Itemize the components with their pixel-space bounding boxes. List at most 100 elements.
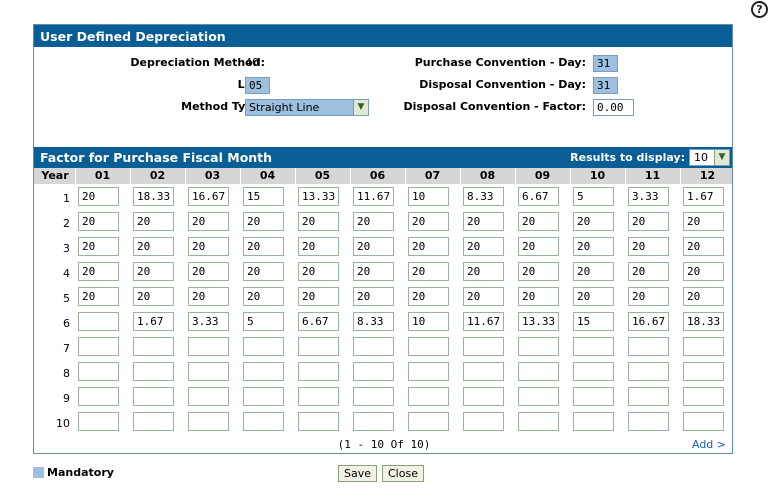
- factor-input[interactable]: 20: [188, 262, 229, 281]
- factor-input[interactable]: [133, 337, 174, 356]
- factor-input[interactable]: [573, 412, 614, 431]
- factor-input[interactable]: [518, 337, 559, 356]
- factor-input[interactable]: 6.67: [298, 312, 339, 331]
- factor-input[interactable]: 20: [463, 212, 504, 231]
- factor-input[interactable]: 6.67: [518, 187, 559, 206]
- results-select[interactable]: 10 ▼: [689, 149, 730, 166]
- factor-input[interactable]: [408, 362, 449, 381]
- factor-input[interactable]: 8.33: [463, 187, 504, 206]
- factor-input[interactable]: 20: [188, 212, 229, 231]
- factor-input[interactable]: 20: [573, 237, 614, 256]
- factor-input[interactable]: [133, 387, 174, 406]
- factor-input[interactable]: 20: [243, 262, 284, 281]
- factor-input[interactable]: [353, 362, 394, 381]
- factor-input[interactable]: [78, 362, 119, 381]
- factor-input[interactable]: [408, 337, 449, 356]
- factor-input[interactable]: 20: [518, 212, 559, 231]
- factor-input[interactable]: 13.33: [518, 312, 559, 331]
- factor-input[interactable]: 1.67: [133, 312, 174, 331]
- disposal-convention-day-input[interactable]: 31: [593, 77, 618, 94]
- factor-input[interactable]: [683, 362, 724, 381]
- factor-input[interactable]: 16.67: [188, 187, 229, 206]
- factor-input[interactable]: [628, 387, 669, 406]
- factor-input[interactable]: 18.33: [683, 312, 724, 331]
- add-link[interactable]: Add >: [691, 438, 726, 451]
- factor-input[interactable]: [133, 412, 174, 431]
- factor-input[interactable]: 20: [353, 237, 394, 256]
- factor-input[interactable]: 20: [133, 262, 174, 281]
- factor-input[interactable]: 16.67: [628, 312, 669, 331]
- factor-input[interactable]: 20: [463, 287, 504, 306]
- disposal-convention-factor-input[interactable]: 0.00: [593, 99, 634, 116]
- factor-input[interactable]: [78, 412, 119, 431]
- factor-input[interactable]: [188, 387, 229, 406]
- factor-input[interactable]: 20: [243, 287, 284, 306]
- factor-input[interactable]: [188, 412, 229, 431]
- factor-input[interactable]: 20: [683, 262, 724, 281]
- factor-input[interactable]: [188, 337, 229, 356]
- factor-input[interactable]: [408, 412, 449, 431]
- factor-input[interactable]: 20: [298, 262, 339, 281]
- factor-input[interactable]: [683, 412, 724, 431]
- factor-input[interactable]: 20: [463, 262, 504, 281]
- factor-input[interactable]: [353, 387, 394, 406]
- factor-input[interactable]: 11.67: [353, 187, 394, 206]
- factor-input[interactable]: 20: [78, 287, 119, 306]
- factor-input[interactable]: [463, 412, 504, 431]
- chevron-down-icon[interactable]: ▼: [353, 100, 368, 115]
- factor-input[interactable]: [78, 387, 119, 406]
- factor-input[interactable]: 18.33: [133, 187, 174, 206]
- factor-input[interactable]: [573, 337, 614, 356]
- factor-input[interactable]: [463, 362, 504, 381]
- factor-input[interactable]: 20: [408, 237, 449, 256]
- factor-input[interactable]: [243, 337, 284, 356]
- factor-input[interactable]: 15: [573, 312, 614, 331]
- factor-input[interactable]: [78, 337, 119, 356]
- factor-input[interactable]: [408, 387, 449, 406]
- factor-input[interactable]: [628, 412, 669, 431]
- factor-input[interactable]: 20: [243, 212, 284, 231]
- factor-input[interactable]: [628, 362, 669, 381]
- factor-input[interactable]: 20: [78, 187, 119, 206]
- factor-input[interactable]: 8.33: [353, 312, 394, 331]
- factor-input[interactable]: 20: [353, 212, 394, 231]
- factor-input[interactable]: [298, 337, 339, 356]
- purchase-convention-day-input[interactable]: 31: [593, 55, 618, 72]
- factor-input[interactable]: 10: [408, 312, 449, 331]
- factor-input[interactable]: 20: [188, 287, 229, 306]
- factor-input[interactable]: [573, 387, 614, 406]
- factor-input[interactable]: 5: [573, 187, 614, 206]
- factor-input[interactable]: [518, 362, 559, 381]
- factor-input[interactable]: 20: [408, 212, 449, 231]
- factor-input[interactable]: 11.67: [463, 312, 504, 331]
- factor-input[interactable]: 20: [78, 262, 119, 281]
- factor-input[interactable]: 20: [133, 287, 174, 306]
- factor-input[interactable]: [683, 387, 724, 406]
- factor-input[interactable]: 20: [518, 262, 559, 281]
- chevron-down-icon[interactable]: ▼: [714, 150, 729, 165]
- factor-input[interactable]: [188, 362, 229, 381]
- factor-input[interactable]: 20: [298, 212, 339, 231]
- factor-input[interactable]: 5: [243, 312, 284, 331]
- factor-input[interactable]: 20: [573, 287, 614, 306]
- factor-input[interactable]: 20: [353, 287, 394, 306]
- factor-input[interactable]: [133, 362, 174, 381]
- factor-input[interactable]: 3.33: [188, 312, 229, 331]
- factor-input[interactable]: [573, 362, 614, 381]
- help-icon[interactable]: ?: [751, 1, 768, 18]
- factor-input[interactable]: 20: [353, 262, 394, 281]
- factor-input[interactable]: 20: [463, 237, 504, 256]
- factor-input[interactable]: 20: [78, 212, 119, 231]
- factor-input[interactable]: [463, 337, 504, 356]
- factor-input[interactable]: 20: [133, 212, 174, 231]
- factor-input[interactable]: [243, 362, 284, 381]
- factor-input[interactable]: [243, 387, 284, 406]
- factor-input[interactable]: [353, 337, 394, 356]
- factor-input[interactable]: 20: [408, 262, 449, 281]
- factor-input[interactable]: 20: [628, 262, 669, 281]
- factor-input[interactable]: [78, 312, 119, 331]
- factor-input[interactable]: [683, 337, 724, 356]
- factor-input[interactable]: 20: [628, 287, 669, 306]
- factor-input[interactable]: [298, 387, 339, 406]
- factor-input[interactable]: 20: [683, 212, 724, 231]
